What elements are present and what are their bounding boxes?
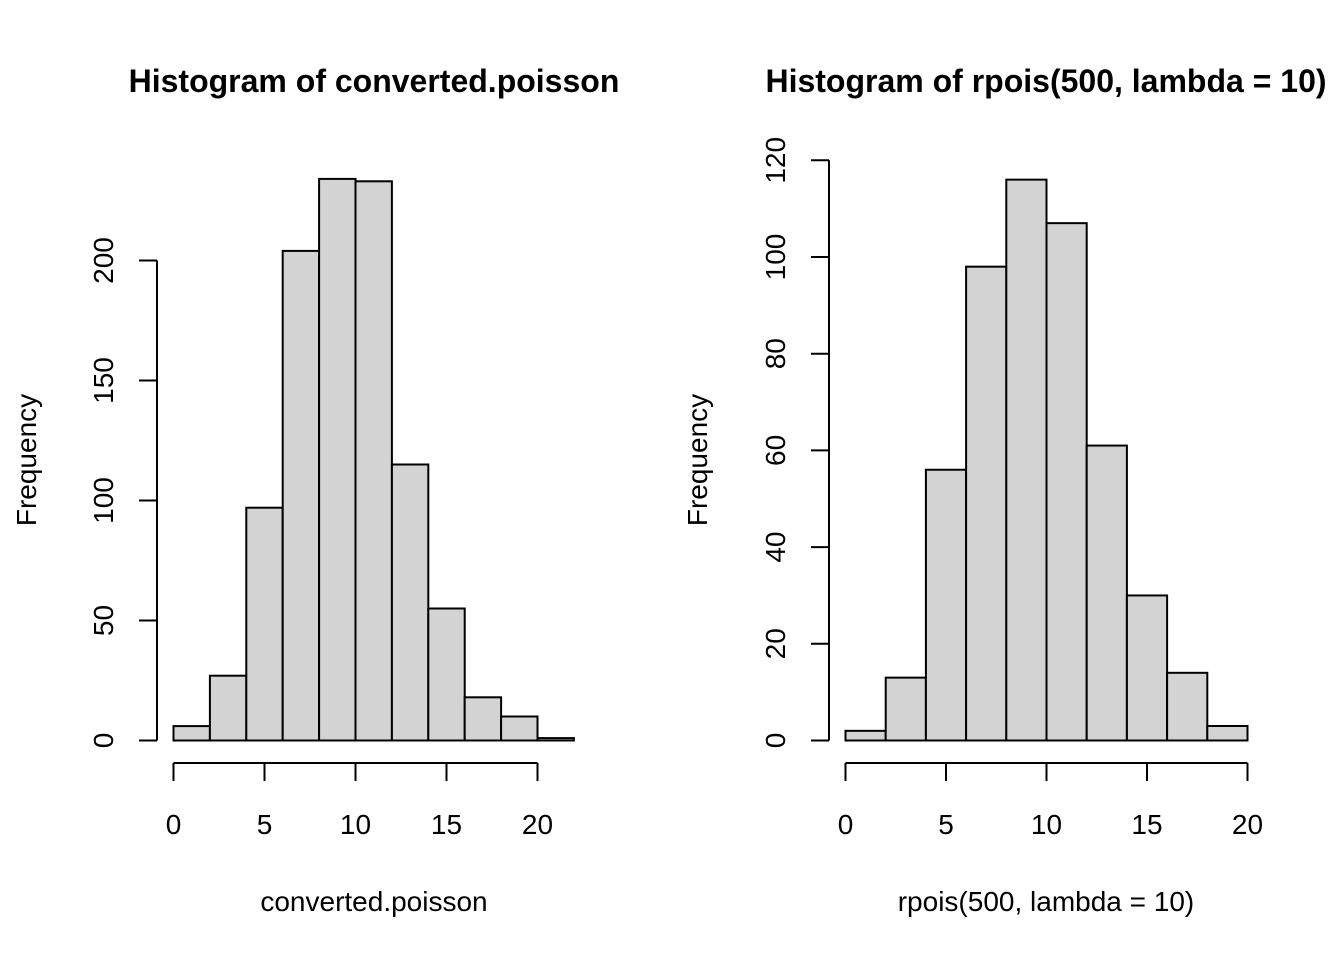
histogram-bar [536,737,575,742]
y-axis-label: Frequency [682,394,713,526]
x-axis-label: rpois(500, lambda = 10) [898,886,1195,917]
histogram-bar [1045,222,1088,742]
y-tick-label: 50 [88,605,119,636]
histogram-bar [390,463,430,742]
y-tick-label: 150 [88,357,119,404]
y-tick-label: 200 [88,237,119,284]
histogram-bar [245,506,284,742]
y-tick-label: 80 [760,338,791,369]
x-tick-label: 0 [838,809,854,840]
y-tick-label: 0 [88,733,119,749]
chart-title: Histogram of converted.poisson [129,63,620,99]
x-tick-label: 10 [340,809,371,840]
y-tick-label: 20 [760,628,791,659]
histogram-bar [844,729,887,742]
x-tick-label: 20 [1232,809,1263,840]
x-tick-label: 15 [431,809,462,840]
histogram-bar [500,715,539,742]
y-tick-label: 40 [760,532,791,563]
histogram-bar [1125,594,1169,742]
histogram-bar [172,725,211,742]
chart-title: Histogram of rpois(500, lambda = 10) [765,63,1326,99]
y-tick-label: 60 [760,435,791,466]
histogram-bar [318,177,357,742]
histogram-bar [924,468,968,742]
x-axis-label: converted.poisson [260,886,487,917]
y-tick-label: 0 [760,733,791,749]
y-tick-label: 100 [760,234,791,281]
histogram-bar [965,265,1008,742]
y-tick-label: 120 [760,137,791,184]
x-tick-label: 5 [257,809,273,840]
histogram-bar [354,180,393,742]
histogram-bar [208,674,248,742]
histogram-bar [281,249,321,742]
x-tick-label: 10 [1031,809,1062,840]
histogram-bar [463,696,503,742]
histogram-bar [884,676,927,742]
histogram-bar [1005,178,1048,742]
histogram-bar [1166,671,1209,742]
histogram-bar [1085,444,1128,742]
x-tick-label: 15 [1131,809,1162,840]
histogram-panel-converted-poisson: Histogram of converted.poisson converted… [11,63,619,917]
y-axis-label: Frequency [11,394,42,526]
x-tick-label: 20 [522,809,553,840]
x-tick-label: 5 [938,809,954,840]
y-tick-label: 100 [88,477,119,524]
histogram-panel-rpois: Histogram of rpois(500, lambda = 10) rpo… [682,63,1327,917]
x-tick-label: 0 [166,809,182,840]
histogram-bar [1206,724,1249,742]
histogram-bar [427,607,466,742]
